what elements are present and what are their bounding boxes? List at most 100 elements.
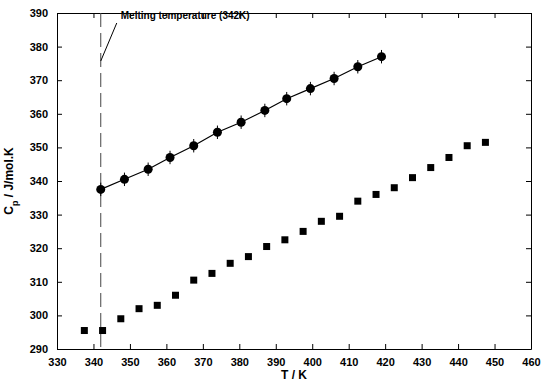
point: [136, 305, 143, 312]
tick-label: 450: [486, 356, 504, 368]
tick-label: 350: [121, 356, 139, 368]
tick: 380: [231, 344, 249, 368]
point: [391, 184, 398, 191]
axis-line: [58, 349, 532, 350]
point: [172, 292, 179, 299]
tick-label: 300: [30, 309, 48, 321]
tick-mark: [422, 13, 423, 18]
tick-mark: [239, 344, 240, 349]
tick: 300: [30, 309, 62, 321]
tick-label: 360: [158, 356, 176, 368]
tick: 410: [340, 344, 358, 368]
point: [96, 185, 105, 194]
tick-label: 380: [30, 41, 48, 53]
tick-mark: [495, 344, 496, 349]
point: [281, 236, 288, 243]
tick-label: 390: [30, 7, 48, 19]
tick-label: 380: [231, 356, 249, 368]
tick: [526, 114, 531, 115]
tick: 360: [30, 108, 62, 120]
point: [427, 164, 434, 171]
tick: [312, 13, 313, 18]
tick-mark: [349, 13, 350, 18]
tick-mark: [130, 344, 131, 349]
x-axis: 3303403503603703803904004104204304404504…: [48, 344, 540, 368]
tick-mark: [276, 13, 277, 18]
tick: [276, 13, 277, 18]
tick-label: 460: [522, 356, 540, 368]
tick-mark: [57, 248, 62, 249]
tick-mark: [526, 13, 531, 14]
point: [120, 175, 129, 184]
tick-mark: [385, 13, 386, 18]
point: [213, 128, 222, 137]
annotation-leader: [101, 23, 117, 61]
point: [445, 154, 452, 161]
tick-label: 370: [30, 74, 48, 86]
tick: 330: [30, 209, 62, 221]
tick: [526, 215, 531, 216]
tick-mark: [458, 344, 459, 349]
tick-mark: [312, 13, 313, 18]
tick-mark: [57, 349, 62, 350]
tick: [526, 13, 531, 14]
tick-mark: [57, 181, 62, 182]
tick-label: 290: [30, 343, 48, 355]
tick-mark: [526, 147, 531, 148]
tick-mark: [312, 344, 313, 349]
point: [189, 141, 198, 150]
tick-mark: [166, 344, 167, 349]
axis-line: [531, 14, 532, 350]
point: [117, 315, 124, 322]
tick: 290: [30, 343, 62, 355]
point: [237, 118, 246, 127]
tick: 310: [30, 276, 62, 288]
tick: [526, 315, 531, 316]
tick: [526, 349, 531, 350]
plot-area: [81, 13, 489, 349]
point: [190, 277, 197, 284]
tick: 390: [30, 7, 62, 19]
tick: [93, 13, 94, 18]
tick-label: 340: [85, 356, 103, 368]
tick: [349, 13, 350, 18]
reference-line: [100, 13, 101, 349]
tick: [526, 47, 531, 48]
tick: [526, 80, 531, 81]
tick-label: 420: [376, 356, 394, 368]
tick-mark: [385, 344, 386, 349]
tick-mark: [526, 80, 531, 81]
tick: 430: [413, 344, 431, 368]
tick: 340: [85, 344, 103, 368]
point: [318, 218, 325, 225]
tick: 370: [194, 344, 212, 368]
tick: [526, 282, 531, 283]
tick-mark: [93, 344, 94, 349]
point: [353, 62, 362, 71]
tick: 320: [30, 242, 62, 254]
series: [81, 139, 489, 334]
point: [464, 142, 471, 149]
point: [282, 94, 291, 103]
tick-mark: [276, 344, 277, 349]
x-axis-title: T / K: [281, 368, 307, 382]
tick-label: 320: [30, 242, 48, 254]
tick: 400: [304, 344, 322, 368]
tick: 370: [30, 74, 62, 86]
point: [377, 52, 386, 61]
series-line: [101, 57, 382, 190]
tick: [458, 13, 459, 18]
y-axis-title: Cp / J/mol.K: [2, 147, 20, 215]
point: [260, 106, 269, 115]
tick-mark: [57, 80, 62, 81]
point: [300, 228, 307, 235]
tick-label: 430: [413, 356, 431, 368]
tick: [526, 248, 531, 249]
point: [354, 198, 361, 205]
tick-mark: [203, 344, 204, 349]
tick-label: 310: [30, 276, 48, 288]
tick-mark: [349, 344, 350, 349]
point: [263, 243, 270, 250]
point: [330, 74, 339, 83]
tick-mark: [526, 349, 531, 350]
